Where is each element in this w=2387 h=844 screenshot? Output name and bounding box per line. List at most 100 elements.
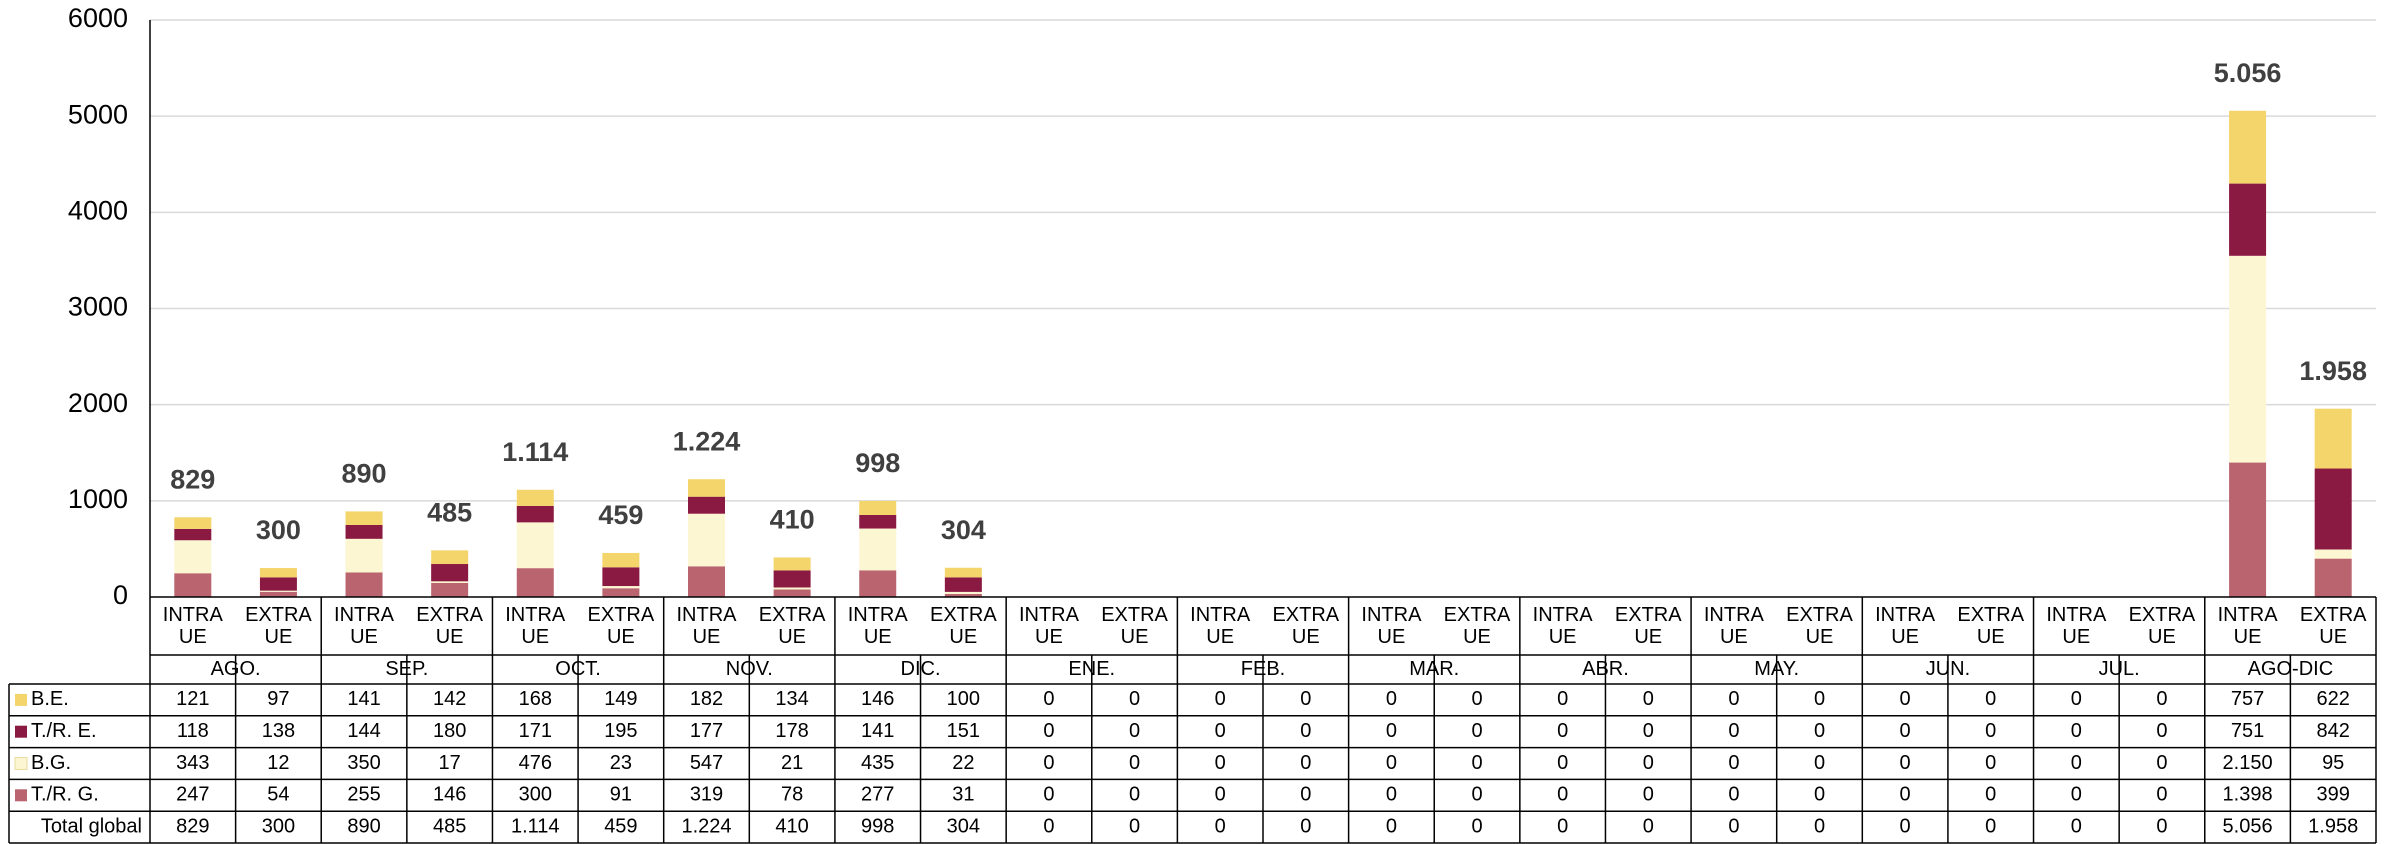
table-cell: 343: [176, 752, 209, 774]
table-cell: 121: [176, 688, 209, 710]
table-cell: 485: [433, 815, 466, 837]
table-cell: 435: [861, 752, 894, 774]
table-cell: 0: [1129, 720, 1140, 742]
bar-segment: [259, 568, 297, 578]
x-tick-label-box: EXTRA UE: [2299, 604, 2367, 648]
bar-segment: [516, 568, 554, 597]
bar-segment: [431, 550, 469, 565]
table-cell: 0: [1215, 815, 1226, 837]
table-cell: 54: [267, 784, 289, 806]
x-tick-label-box: INTRA UE: [1019, 604, 1079, 648]
table-cell: 1.114: [511, 815, 560, 837]
table-cell: 0: [1814, 688, 1825, 710]
bar-segment: [259, 577, 297, 591]
table-cell: 0: [1215, 720, 1226, 742]
table-cell: 0: [1386, 815, 1397, 837]
x-tick-label-box: INTRA UE: [334, 604, 394, 648]
table-cell: 0: [1300, 784, 1311, 806]
x-tick-label: EXTRA UE: [1957, 604, 2025, 648]
table-cell: 0: [1643, 752, 1654, 774]
y-tick-label: 1000: [68, 484, 128, 514]
table-cell: 178: [775, 720, 808, 742]
table-cell: 0: [2156, 784, 2167, 806]
table-cell: 1.958: [2308, 815, 2358, 837]
table-cell: 144: [347, 720, 380, 742]
bar-segment: [174, 573, 212, 597]
legend-swatch: [15, 693, 27, 706]
x-tick-label-box: INTRA UE: [1533, 604, 1593, 648]
table-cell: 0: [1900, 784, 1911, 806]
table-cell: 0: [1471, 720, 1482, 742]
x-tick-label-box: EXTRA UE: [1614, 604, 1682, 648]
table-cell: 0: [1043, 752, 1054, 774]
table-cell: 350: [347, 752, 380, 774]
x-tick-label-box: EXTRA UE: [588, 604, 655, 648]
bar-segment: [174, 528, 212, 541]
group-label: JUN.: [1926, 658, 1970, 680]
bar-segment: [2229, 462, 2267, 597]
x-tick-label: EXTRA UE: [929, 604, 997, 648]
table-cell: 0: [1215, 688, 1226, 710]
legend-swatch: [15, 789, 27, 802]
bar-segment: [688, 496, 725, 514]
x-tick-label: EXTRA UE: [1272, 604, 1340, 648]
x-tick-label: EXTRA UE: [416, 604, 483, 648]
table-cell: 410: [775, 815, 808, 837]
table-cell: 0: [1471, 815, 1482, 837]
x-tick-label: EXTRA UE: [2299, 604, 2367, 648]
group-label: FEB.: [1241, 658, 1285, 680]
bar-total-label: 459: [598, 500, 643, 530]
table-cell: 0: [1985, 815, 1996, 837]
x-tick-label: INTRA UE: [1190, 604, 1251, 648]
table-cell: 151: [947, 720, 980, 742]
table-cell: 0: [1900, 720, 1911, 742]
group-label: DIC.: [901, 658, 941, 680]
x-tick-label-box: INTRA UE: [505, 604, 565, 648]
bar-segment: [773, 589, 811, 597]
bar-segment: [345, 524, 383, 539]
table-cell: 998: [861, 815, 894, 837]
bar-segment: [345, 538, 383, 573]
table-cell: 0: [1043, 720, 1054, 742]
bar-total-label: 890: [342, 459, 387, 489]
bar-segment: [2229, 255, 2267, 463]
table-cell: 177: [690, 720, 723, 742]
table-cell: 0: [1043, 784, 1054, 806]
y-tick-label: 0: [113, 580, 128, 610]
bar-segment: [259, 591, 297, 597]
x-tick-label-box: EXTRA UE: [1101, 604, 1168, 648]
bar-segment: [944, 577, 982, 592]
x-tick-label-box: EXTRA UE: [416, 604, 483, 648]
table-cell: 0: [1300, 815, 1311, 837]
table-cell: 168: [519, 688, 552, 710]
bar-total-label: 1.224: [673, 426, 741, 456]
table-cell: 141: [347, 688, 380, 710]
table-cell: 0: [1471, 752, 1482, 774]
table-cell: 304: [947, 815, 980, 837]
table-cell: 97: [267, 688, 289, 710]
bar-segment: [431, 582, 469, 597]
table-cell: 0: [1129, 752, 1140, 774]
table-cell: 0: [2071, 720, 2082, 742]
x-tick-label: EXTRA UE: [1614, 604, 1682, 648]
bar-segment: [2229, 110, 2267, 184]
bar-segment: [688, 566, 725, 597]
table-cell: 0: [1643, 720, 1654, 742]
table-cell: 0: [1643, 688, 1654, 710]
group-label: MAR.: [1409, 658, 1459, 680]
table-cell: 300: [519, 784, 552, 806]
x-tick-label-box: INTRA UE: [1190, 604, 1251, 648]
x-tick-label: INTRA UE: [847, 604, 908, 648]
bar-segment: [602, 552, 640, 568]
table-cell: 78: [781, 784, 803, 806]
x-tick-label: INTRA UE: [162, 604, 223, 648]
x-tick-label-box: EXTRA UE: [1444, 604, 1511, 648]
bar-segment: [259, 590, 297, 592]
table-cell: 17: [439, 752, 461, 774]
table-cell: 829: [176, 815, 209, 837]
table-cell: 0: [1643, 815, 1654, 837]
bar-segment: [688, 479, 725, 497]
bar-segment: [688, 513, 725, 567]
bar-segment: [859, 570, 897, 597]
bar-total-label: 998: [855, 448, 900, 478]
